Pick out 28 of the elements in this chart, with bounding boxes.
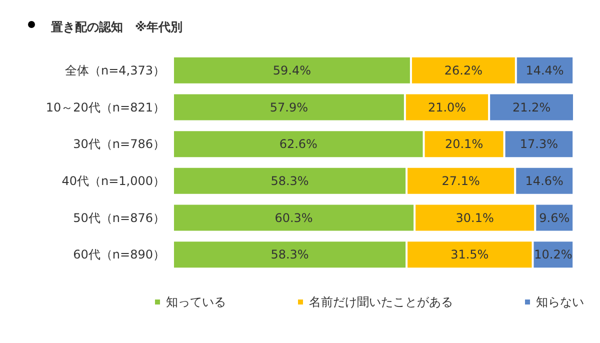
data-label: 30.1% (456, 210, 494, 225)
data-label: 31.5% (450, 248, 489, 262)
data-label: 26.2% (444, 63, 482, 78)
chart-title: 置き配の認知 ※年代別 (50, 20, 183, 34)
legend-label: 知っている (166, 295, 226, 309)
data-label: 14.6% (525, 174, 564, 188)
y-tick-label: 40代（n=1,000） (62, 174, 165, 188)
data-label: 9.6% (539, 210, 570, 225)
data-label: 17.3% (520, 137, 558, 152)
data-label: 58.3% (270, 174, 309, 188)
data-label: 27.1% (442, 174, 480, 188)
y-tick-label: 30代（n=786） (73, 137, 165, 152)
data-label: 58.3% (270, 248, 309, 262)
y-tick-label: 60代（n=890） (73, 248, 165, 262)
data-label: 14.4% (526, 63, 564, 78)
legend-label: 名前だけ聞いたことがある (309, 295, 453, 309)
data-label: 20.1% (444, 137, 484, 152)
y-tick-label: 全体（n=4,373） (64, 63, 165, 78)
data-label: 21.2% (512, 100, 551, 114)
data-label: 62.6% (279, 137, 318, 152)
data-label: 21.0% (428, 100, 466, 114)
y-tick-label: 10～20代（n=821） (46, 100, 165, 114)
legend-label: 知らない (536, 295, 584, 309)
data-label: 57.9% (270, 100, 308, 114)
data-label: 60.3% (274, 210, 313, 225)
data-label: 10.2% (534, 248, 572, 262)
data-label: 59.4% (272, 63, 312, 78)
y-tick-label: 50代（n=876） (73, 210, 165, 225)
